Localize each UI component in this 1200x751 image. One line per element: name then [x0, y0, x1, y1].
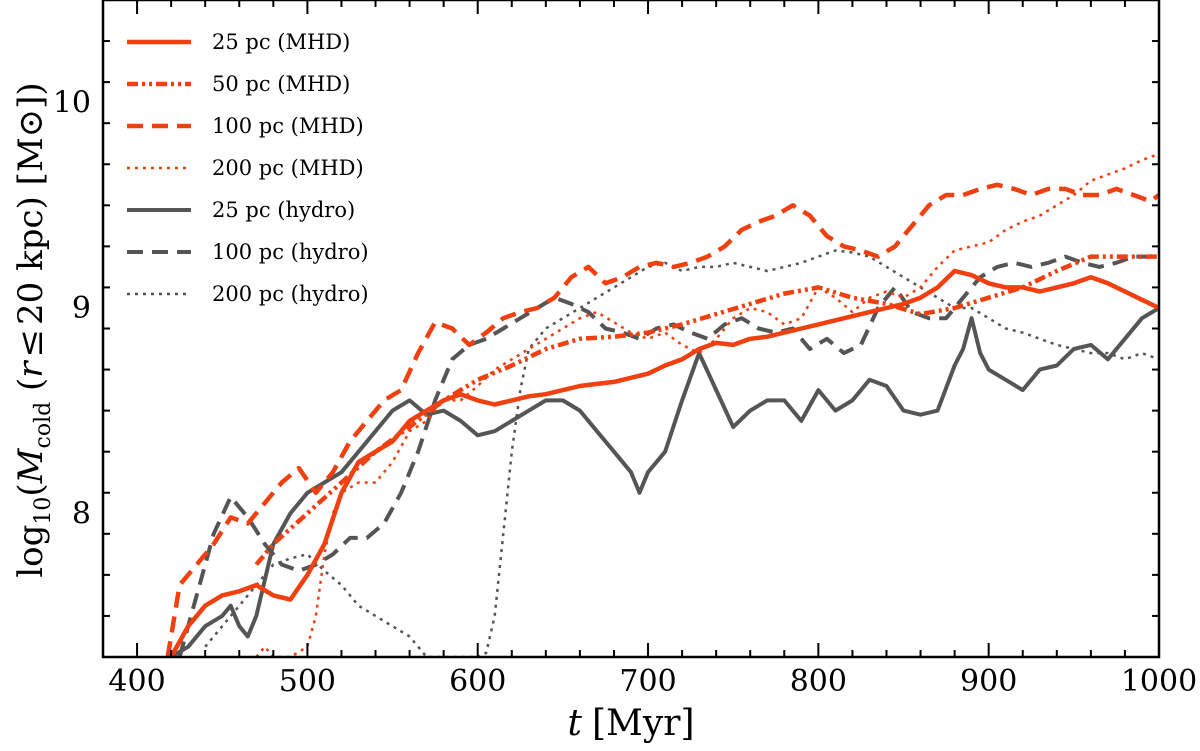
- x-tick-label: 800: [790, 664, 847, 699]
- x-tick-label: 400: [108, 664, 165, 699]
- legend-label-2: 100 pc (MHD): [212, 114, 364, 138]
- y-tick-label: 8: [72, 496, 91, 531]
- series-line-6: [204, 249, 1159, 657]
- x-tick-label: 600: [449, 664, 506, 699]
- series-line-3: [255, 152, 1159, 657]
- x-tick-label: 500: [279, 664, 336, 699]
- y-tick-label: 9: [72, 291, 91, 326]
- legend-label-0: 25 pc (MHD): [212, 30, 350, 54]
- legend-label-4: 25 pc (hydro): [212, 198, 355, 222]
- y-axis-title: log10(Mcold (r≤20 kpc) [M⊙]): [11, 82, 56, 577]
- x-tick-label: 900: [960, 664, 1017, 699]
- legend-label-1: 50 pc (MHD): [212, 72, 350, 96]
- y-tick-label: 10: [53, 86, 91, 121]
- legend: 25 pc (MHD) 50 pc (MHD) 100 pc (MHD) 200 pc…: [127, 30, 369, 306]
- series-layer: [165, 152, 1159, 657]
- legend-label-6: 200 pc (hydro): [212, 282, 369, 306]
- x-axis-title: t [Myr]: [568, 703, 695, 744]
- series-line-4: [170, 306, 1159, 657]
- series-line-0: [169, 268, 1159, 657]
- ticks-layer: 400 500 600 700 800 900 1000 8 9 10: [53, 0, 1197, 699]
- series-line-2: [165, 182, 1159, 657]
- legend-label-3: 200 pc (MHD): [212, 156, 364, 180]
- x-tick-label: 1000: [1121, 664, 1197, 699]
- legend-label-5: 100 pc (hydro): [212, 240, 369, 264]
- series-line-5: [177, 248, 1159, 657]
- x-tick-label: 700: [619, 664, 676, 699]
